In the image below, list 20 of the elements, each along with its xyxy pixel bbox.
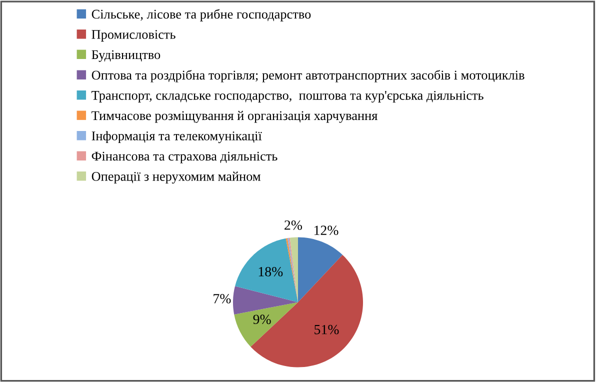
pie-slice (298, 237, 343, 302)
legend-label: Операції з нерухомим майном (92, 172, 260, 184)
legend-label: Інформація та телекомунікації (92, 131, 262, 144)
pie-slice (250, 254, 364, 368)
data-label: 7% (214, 294, 231, 304)
legend-label: Будівництво (92, 50, 160, 62)
data-label: 9% (253, 314, 271, 324)
legend-label: Фінансова та страхова діяльність (92, 152, 278, 164)
pie-slice (234, 302, 298, 347)
data-label: 12% (314, 226, 338, 236)
legend-label: Оптова та роздрібна торгівля; ремонт автотранспортних засобів і мотоциклів (92, 70, 524, 82)
data-label: 18% (258, 266, 283, 276)
pie-slice (235, 238, 298, 302)
legend-label: Сільське, лісове та рибне господарство (92, 9, 311, 22)
data-label: 2% (284, 220, 302, 230)
data-label: 51% (314, 324, 339, 334)
legend-label: Тимчасове розміщування й організація харчування (92, 110, 378, 123)
legend-label: Промисловість (92, 30, 176, 42)
legend-label: Транспорт, складське господарство, поштова та кур'єрська діяльність (92, 90, 484, 103)
pie-slice (232, 286, 298, 314)
